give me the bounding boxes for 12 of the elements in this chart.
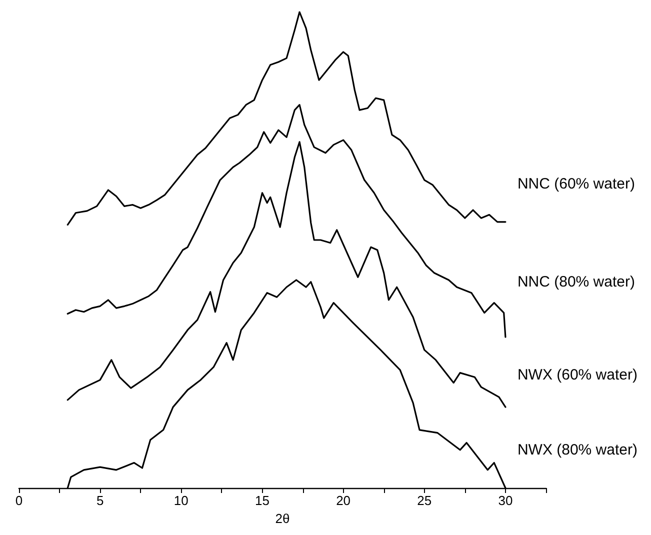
x-tick-label: 5 [96,493,104,508]
series-label: NWX (80% water) [517,442,638,458]
series-label: NNC (80% water) [517,274,635,291]
x-tick-label: 10 [174,493,188,508]
series-label: NWX (60% water) [517,366,638,384]
x-tick-label: 15 [254,493,270,508]
x-tick-label: 0 [15,493,23,508]
x-tick-label: 20 [336,493,351,508]
x-axis-title: 2θ [275,510,290,526]
text: NNC (60% water) [517,175,635,192]
x-tick-label: 30 [498,493,513,508]
x-tick-label: 25 [417,493,432,508]
